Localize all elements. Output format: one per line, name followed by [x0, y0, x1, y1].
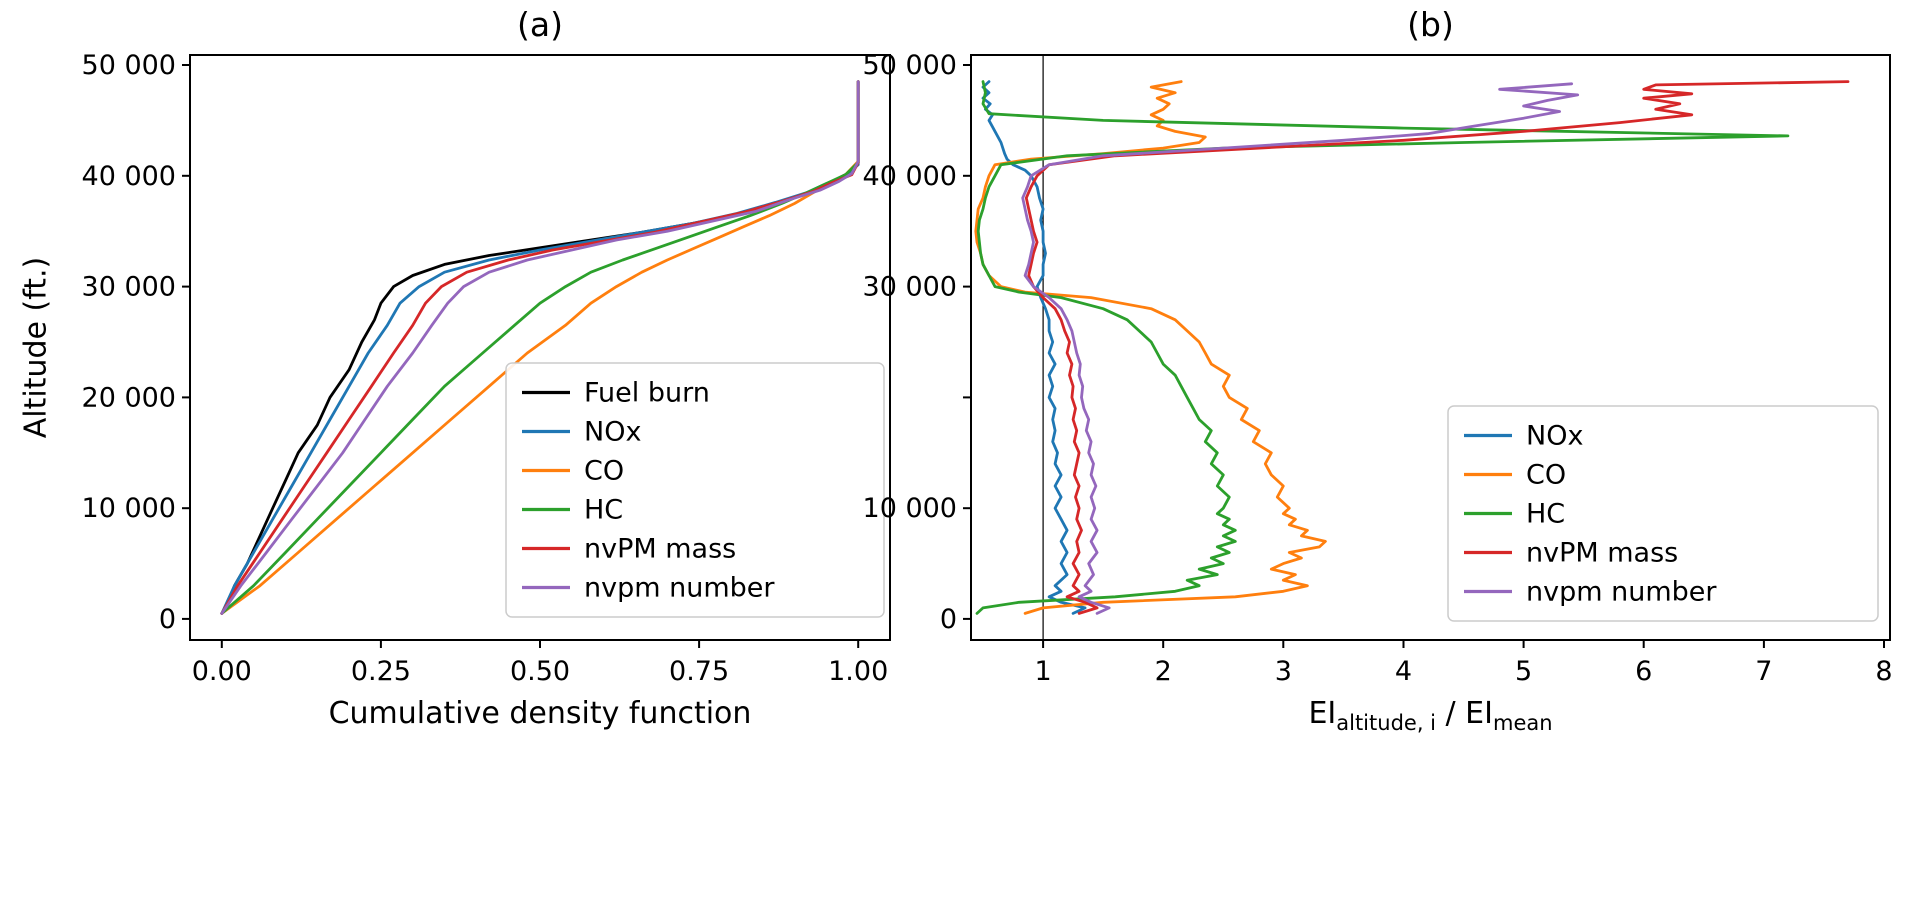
legend-label-nvpm-mass: nvPM mass	[584, 534, 736, 565]
legend-label-co: CO	[1526, 460, 1566, 491]
legend-label-nox: NOx	[1526, 421, 1583, 452]
x-tick-label: 8	[1875, 656, 1892, 687]
subplot-b-xlabel: EIaltitude, i / EImean	[971, 696, 1890, 735]
y-tick-label: 50 000	[863, 50, 957, 81]
series-line-nvpm-mass	[1024, 80, 1850, 615]
series-line-co	[974, 80, 1327, 615]
legend-label-co: CO	[584, 456, 624, 487]
legend-label-fuel-burn: Fuel burn	[584, 378, 710, 409]
x-tick-label: 5	[1515, 656, 1532, 687]
subplot-b-title: (b)	[1407, 5, 1454, 44]
series-line-nox	[981, 80, 1087, 615]
legend-box-b	[1447, 405, 1879, 622]
x-tick-label: 4	[1395, 656, 1412, 687]
x-tick-label: 1.00	[828, 656, 888, 687]
x-tick-label: 1	[1035, 656, 1052, 687]
x-tick-label: 7	[1755, 656, 1772, 687]
subplot-a-xlabel: Cumulative density function	[328, 696, 752, 731]
y-tick-label: 10 000	[863, 493, 957, 524]
x-tick-label: 0.25	[351, 656, 411, 687]
axes-frame-b	[970, 54, 1891, 641]
x-tick-label: 0.75	[669, 656, 729, 687]
y-tick-label: 40 000	[82, 161, 176, 192]
y-tick-label: 0	[159, 604, 176, 635]
xlabel-ei-divider: / EI	[1436, 696, 1493, 731]
series-line-hc	[975, 80, 1790, 615]
x-tick-label: 0.00	[192, 656, 252, 687]
y-tick-label: 30 000	[863, 272, 957, 303]
series-line-nvpm-number	[220, 80, 860, 615]
y-tick-label: 20 000	[82, 382, 176, 413]
series-line-nvpm-number	[1021, 82, 1580, 615]
legend-label-nvpm-mass: nvPM mass	[1526, 538, 1678, 569]
y-tick-label: 10 000	[82, 493, 176, 524]
xlabel-ei-subscript-mean: mean	[1492, 711, 1553, 735]
xlabel-ei-subscript-altitude: altitude, i	[1336, 711, 1436, 735]
legend-box-a	[505, 362, 885, 618]
y-tick-label: 50 000	[82, 50, 176, 81]
legend-label-nox: NOx	[584, 417, 641, 448]
y-tick-label: 0	[940, 604, 957, 635]
x-tick-label: 3	[1275, 656, 1292, 687]
subplot-a-ylabel: Altitude (ft.)	[18, 256, 54, 439]
x-tick-label: 0.50	[510, 656, 570, 687]
legend-label-nvpm-number: nvpm number	[1526, 577, 1717, 608]
legend-label-hc: HC	[584, 495, 623, 526]
subplot-a-title: (a)	[517, 5, 563, 44]
legend-label-nvpm-number: nvpm number	[584, 573, 775, 604]
y-tick-label: 40 000	[863, 161, 957, 192]
y-tick-label: 30 000	[82, 272, 176, 303]
x-tick-label: 6	[1635, 656, 1652, 687]
x-tick-label: 2	[1155, 656, 1172, 687]
xlabel-ei-base: EI	[1308, 696, 1337, 731]
legend-label-hc: HC	[1526, 499, 1565, 530]
